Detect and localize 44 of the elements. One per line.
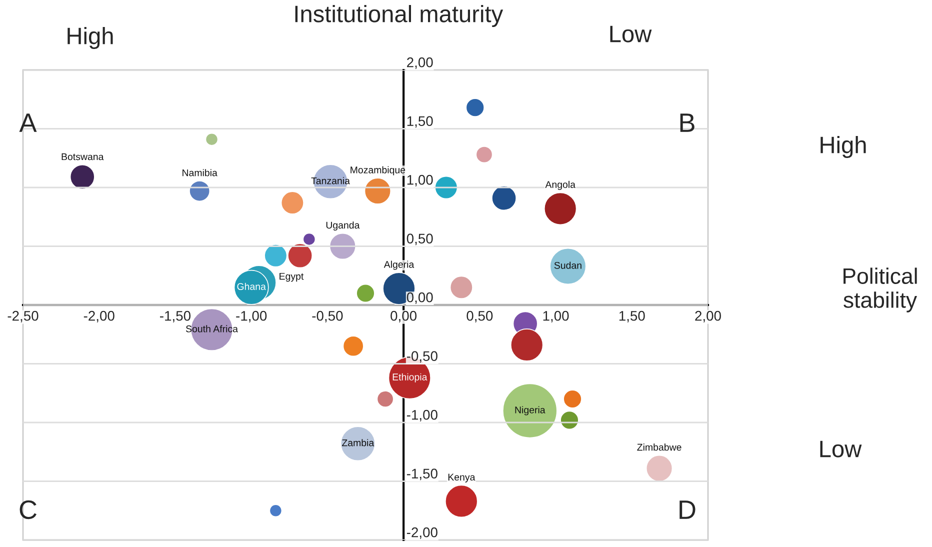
annotation: Zambia — [342, 439, 374, 446]
text: Low — [610, 26, 652, 42]
annotation: Ghana — [237, 282, 266, 290]
annotation: B — [680, 114, 694, 132]
text: High — [68, 26, 113, 50]
x-tick-label: -2,00 — [84, 310, 114, 322]
annotation: D — [680, 500, 696, 519]
x-tick-label: 1,00 — [543, 310, 569, 322]
x-axis-title: Institutional maturity — [295, 4, 504, 28]
annotation: Mozambique — [350, 166, 406, 176]
annotation: Angola — [545, 180, 576, 190]
y-tick-label: 1,00 — [407, 174, 433, 186]
y-tick-label: -1,00 — [406, 410, 438, 422]
annotation: Algeria — [384, 260, 414, 270]
x-tick-label: 0,50 — [466, 310, 493, 322]
x-tick-label: -1,00 — [236, 310, 267, 322]
annotation: Egypt — [280, 272, 304, 282]
annotation: Tanzania — [311, 177, 350, 184]
x-tick-label: -2,50 — [8, 310, 38, 322]
annotation: A — [19, 114, 37, 132]
text: High — [820, 136, 866, 158]
x-tick-label: -0,50 — [312, 310, 343, 322]
annotation: Nigeria — [515, 406, 546, 416]
x-tick-label: 2,00 — [695, 310, 721, 322]
annotation: C — [20, 500, 37, 520]
text: Low — [820, 440, 862, 458]
annotation: Sudan — [554, 262, 582, 269]
x-tick-label: 1,50 — [619, 310, 645, 322]
annotation: Namibia — [182, 169, 218, 176]
text: Political stability — [844, 268, 918, 312]
y-tick-label: 0,00 — [406, 292, 433, 304]
y-tick-label: -2,00 — [406, 527, 438, 539]
y-tick-label: 0,50 — [406, 234, 433, 246]
y-tick-label: 2,00 — [407, 57, 433, 69]
annotation: Zimbabwe — [637, 444, 682, 451]
x-tick-label: -1,50 — [160, 310, 191, 322]
y-tick-label: 1,50 — [407, 116, 433, 128]
x-tick-label: 0,00 — [390, 310, 417, 322]
annotation: Kenya — [448, 474, 476, 482]
y-tick-label: -1,50 — [406, 468, 438, 480]
annotation: Uganda — [326, 221, 360, 231]
annotation: Ethiopia — [392, 373, 428, 382]
annotation: Botswana — [62, 153, 104, 160]
y-tick-label: -0,50 — [406, 351, 438, 363]
